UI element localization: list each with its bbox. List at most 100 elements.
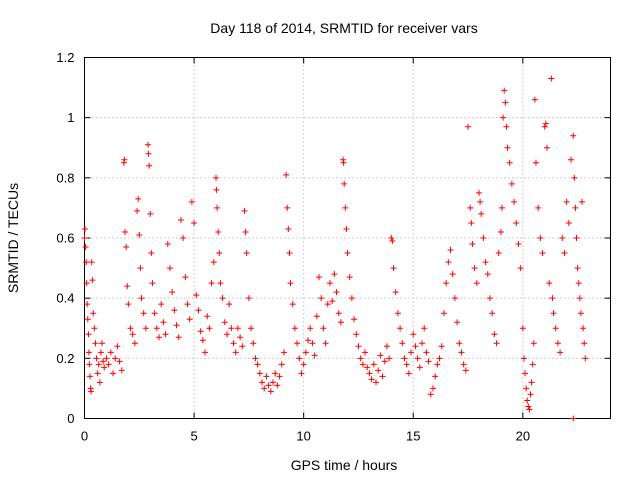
data-point [208,280,215,287]
data-point [202,349,209,356]
data-point [497,228,504,235]
data-point [520,355,527,362]
data-point [389,238,396,245]
data-point [582,355,589,362]
data-point [89,277,96,284]
data-point [100,358,107,365]
data-point [580,325,587,332]
y-tick-label: 1.2 [56,50,74,65]
data-point [215,228,222,235]
data-point [524,397,531,404]
data-point [565,219,572,226]
data-point [216,250,223,257]
data-point [342,204,349,211]
data-point [460,361,467,368]
data-point [180,235,187,241]
data-point [478,210,485,217]
data-point [576,295,583,302]
data-point [471,265,478,272]
data-point [162,331,169,338]
data-point [283,171,290,178]
data-point [175,334,182,341]
data-point [318,295,325,302]
data-point [256,370,263,377]
data-point [468,219,475,226]
data-point [414,355,421,362]
data-point [351,316,358,323]
data-point [403,361,410,368]
data-point [191,219,198,226]
data-point [84,316,91,323]
data-point [214,204,221,211]
data-point [158,301,165,308]
data-point [199,337,206,344]
x-tick-label: 0 [81,429,88,444]
data-point [184,301,191,308]
data-point [285,225,292,232]
y-tick-label: 0.2 [56,351,74,366]
data-point [136,231,143,238]
data-point [364,364,371,371]
y-tick-label: 0.4 [56,291,74,306]
data-point [449,271,456,278]
data-point [114,343,121,350]
data-point [550,310,557,317]
data-point [476,189,482,196]
data-point [575,280,582,287]
data-point [250,340,257,347]
data-point [81,235,88,241]
data-point [548,75,555,82]
data-point [309,340,316,347]
data-point [506,159,513,166]
data-point [116,358,123,365]
data-point [149,280,156,287]
data-point [340,159,347,166]
data-point [388,235,395,241]
data-point [83,259,90,266]
data-point [341,180,348,187]
data-point [274,382,281,389]
x-tick-label: 20 [516,429,530,444]
data-point [531,96,538,103]
data-point [344,250,351,257]
data-point [296,355,303,362]
data-point [355,343,362,350]
data-point [581,340,588,347]
data-point [131,340,138,347]
data-point [499,204,506,211]
data-point [503,123,510,130]
data-point [443,280,450,287]
data-point [88,388,95,395]
data-point [467,204,474,211]
data-point [254,361,261,368]
data-point [357,355,364,362]
y-tick-label: 1 [67,110,74,125]
data-point [392,289,399,296]
data-point [465,123,472,130]
data-point [169,289,176,296]
data-point [348,295,355,302]
data-point [571,174,578,181]
data-point [93,355,100,362]
data-point [118,367,125,374]
data-point [504,144,511,151]
data-point [228,325,235,332]
data-point [368,376,375,383]
data-point [88,259,95,266]
data-point [359,361,366,368]
data-point [322,340,329,347]
data-point [447,247,454,254]
data-point [234,325,241,332]
data-point [513,219,520,226]
data-point [252,355,259,362]
y-tick-label: 0 [67,411,74,426]
data-point [94,370,101,377]
data-point [502,99,509,106]
data-point [477,198,484,205]
data-point [419,340,426,347]
data-point [241,207,248,214]
data-point [164,241,171,248]
data-point [543,144,550,151]
data-point [572,204,579,211]
data-point [557,349,564,356]
